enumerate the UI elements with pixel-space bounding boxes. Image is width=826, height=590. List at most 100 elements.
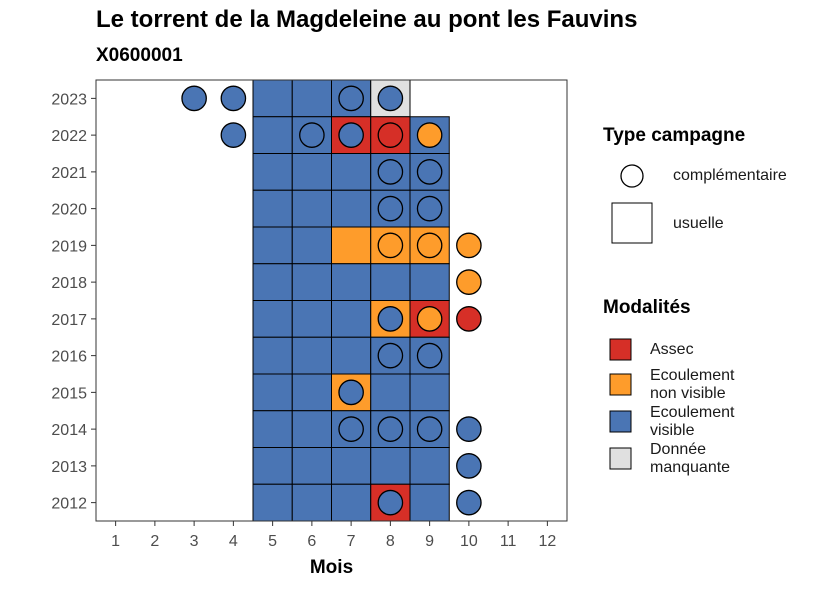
- complementaire-point: [416, 232, 443, 259]
- complementaire-point: [377, 342, 404, 369]
- y-tick-label: 2017: [51, 312, 87, 329]
- legend-type-key-circle: [620, 164, 644, 188]
- legend-type-label-usuelle: usuelle: [673, 215, 724, 232]
- y-tick-label: 2019: [51, 238, 87, 255]
- legend-label-nonvisible: Ecoulement non visible: [650, 367, 735, 403]
- usuelle-cell: [252, 263, 293, 301]
- usuelle-cell: [291, 483, 332, 522]
- usuelle-cell: [331, 300, 372, 338]
- x-tick-label: 7: [347, 533, 356, 550]
- usuelle-cell: [252, 300, 293, 338]
- complementaire-point: [377, 416, 404, 442]
- usuelle-cell: [331, 263, 372, 301]
- x-tick-label: 11: [500, 533, 517, 550]
- usuelle-cell: [291, 447, 332, 485]
- legend-label-manquante-line1: Donnée: [650, 441, 707, 458]
- usuelle-cell: [291, 300, 332, 338]
- complementaire-point: [377, 489, 404, 516]
- complementaire-point: [456, 416, 482, 442]
- usuelle-cell: [291, 410, 332, 448]
- usuelle-cell: [331, 153, 372, 191]
- complementaire-point: [220, 122, 247, 148]
- usuelle-cell: [291, 226, 332, 265]
- complementaire-point: [338, 85, 364, 112]
- complementaire-point: [377, 232, 404, 259]
- axes-layer: 1 2 3 4 5 6 7 8 9 10 11 12Mois201220132014201520162…: [51, 91, 556, 578]
- y-tick-label: 2023: [51, 91, 87, 108]
- usuelle-cell: [291, 189, 332, 228]
- usuelle-cell: [291, 153, 332, 191]
- usuelle-cell: [291, 263, 332, 301]
- legend-label-assec: Assec: [650, 341, 694, 359]
- legend-label-nonvisible-line1: Ecoulement: [650, 367, 735, 384]
- y-tick-label: 2020: [51, 202, 87, 219]
- x-tick-label: 6: [307, 533, 316, 550]
- usuelle-cell: [331, 483, 372, 522]
- y-tick-label: 2013: [51, 459, 87, 476]
- complementaire-point: [416, 342, 443, 369]
- complementaire-point: [416, 159, 443, 185]
- usuelle-cell: [252, 483, 293, 522]
- y-tick-label: 2022: [51, 128, 87, 145]
- complementaire-point: [456, 232, 482, 259]
- complementaire-point: [377, 159, 404, 185]
- x-tick-label: 3: [190, 533, 199, 550]
- complementaire-point: [220, 85, 247, 112]
- complementaire-point: [299, 122, 325, 148]
- usuelle-cell: [409, 483, 450, 522]
- x-tick-label: 4: [229, 533, 238, 550]
- y-tick-label: 2015: [51, 385, 87, 402]
- usuelle-cell: [252, 189, 293, 228]
- usuelle-cell: [252, 373, 293, 412]
- legend-type-title: Type campagne: [603, 125, 746, 146]
- usuelle-cell: [331, 189, 372, 228]
- complementaire-point: [416, 306, 443, 332]
- complementaire-point: [456, 306, 482, 332]
- legend-modalite-key: [609, 338, 632, 361]
- x-tick-label: 10: [460, 533, 478, 550]
- y-tick-label: 2014: [51, 422, 87, 439]
- x-tick-label: 2: [150, 533, 159, 550]
- legend-modalite-key: [609, 410, 632, 433]
- usuelle-cell: [409, 447, 450, 485]
- legend-type-label-complementaire: complémentaire: [673, 167, 787, 184]
- y-tick-label: 2016: [51, 349, 87, 366]
- x-tick-label: 8: [386, 533, 395, 550]
- usuelle-cell: [409, 373, 450, 412]
- usuelle-cell: [252, 336, 293, 375]
- usuelle-cell: [409, 263, 450, 301]
- legend-modalites-title: Modalités: [603, 297, 691, 318]
- usuelle-cell: [331, 336, 372, 375]
- complementaire-point: [377, 85, 404, 112]
- legend-label-assec-line1: Assec: [650, 341, 694, 358]
- chart-title: Le torrent de la Magdeleine au pont les …: [96, 6, 638, 33]
- legend-type-key-square: [611, 202, 653, 244]
- complementaire-point: [181, 85, 207, 112]
- complementaire-point: [377, 306, 404, 332]
- usuelle-cell: [252, 116, 293, 154]
- legend-modalite-key: [609, 373, 632, 396]
- legend-label-nonvisible-line2: non visible: [650, 385, 726, 402]
- x-tick-label: 9: [425, 533, 434, 550]
- x-tick-label: 1: [111, 533, 120, 550]
- complementaire-point: [377, 195, 404, 222]
- x-tick-label: 12: [538, 533, 556, 550]
- usuelle-cell: [331, 447, 372, 485]
- usuelle-cell: [291, 79, 332, 118]
- complementaire-point: [338, 416, 364, 442]
- complementaire-point: [338, 122, 364, 148]
- complementaire-point: [377, 122, 404, 148]
- legend-label-visible-line2: visible: [650, 422, 695, 439]
- usuelle-cell: [252, 447, 293, 485]
- plot-panel-border: [95, 79, 568, 522]
- complementaire-point: [416, 416, 443, 442]
- complementaire-points-layer: [181, 85, 482, 516]
- usuelle-cell: [291, 336, 332, 375]
- y-tick-label: 2012: [51, 496, 87, 513]
- usuelle-cell: [370, 373, 411, 412]
- complementaire-point: [456, 453, 482, 479]
- y-tick-label: 2021: [51, 165, 87, 182]
- legend-modalite-key: [609, 447, 632, 470]
- x-axis-title: Mois: [310, 557, 353, 578]
- x-tick-label: 5: [268, 533, 277, 550]
